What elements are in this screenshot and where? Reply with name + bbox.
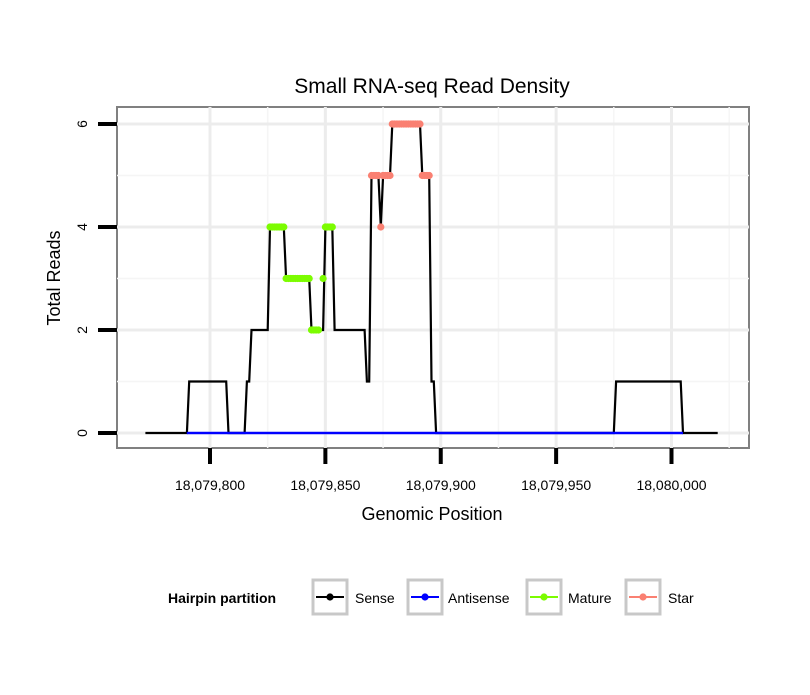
point-star bbox=[377, 223, 385, 231]
y-tick-label: 2 bbox=[74, 326, 90, 334]
x-tick-label: 18,079,900 bbox=[406, 477, 476, 493]
y-tick-label: 4 bbox=[74, 223, 90, 231]
point-star bbox=[386, 171, 394, 180]
legend-key-point bbox=[540, 593, 548, 601]
legend-label-antisense: Antisense bbox=[448, 590, 510, 606]
legend-label-mature: Mature bbox=[568, 590, 612, 606]
legend-key-point bbox=[326, 593, 334, 601]
legend-label-sense: Sense bbox=[355, 590, 395, 606]
y-axis: 0 2 4 6 bbox=[74, 120, 117, 437]
x-tick-label: 18,079,950 bbox=[521, 477, 591, 493]
legend-key-point bbox=[639, 593, 647, 601]
point-mature bbox=[314, 326, 323, 334]
point-mature bbox=[319, 274, 327, 283]
point-mature bbox=[305, 274, 313, 283]
x-tick-label: 18,079,800 bbox=[175, 477, 245, 493]
x-axis: 18,079,800 18,079,850 18,079,900 18,079,950… bbox=[175, 448, 707, 493]
x-tick-label: 18,080,000 bbox=[636, 477, 706, 493]
y-axis-label: Total Reads bbox=[44, 230, 64, 325]
series-line-sense bbox=[145, 122, 718, 435]
x-axis-label: Genomic Position bbox=[361, 504, 502, 524]
y-tick-label: 6 bbox=[74, 120, 90, 128]
point-star bbox=[416, 120, 424, 128]
legend: Hairpin partition Sense Antisense Mature St… bbox=[168, 578, 694, 616]
plot-panel bbox=[116, 106, 750, 449]
legend-key-point bbox=[421, 593, 429, 601]
point-mature bbox=[328, 223, 336, 231]
legend-title: Hairpin partition bbox=[168, 590, 276, 606]
point-mature bbox=[280, 223, 288, 231]
y-tick-label: 0 bbox=[74, 429, 90, 437]
x-tick-label: 18,079,850 bbox=[290, 477, 360, 493]
chart-title: Small RNA-seq Read Density bbox=[294, 75, 570, 98]
series-layer bbox=[145, 120, 718, 435]
legend-label-star: Star bbox=[668, 590, 694, 606]
point-star bbox=[425, 171, 433, 180]
